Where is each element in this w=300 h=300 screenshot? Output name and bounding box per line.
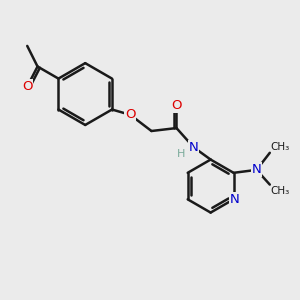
Text: O: O	[125, 108, 136, 121]
Text: CH₃: CH₃	[270, 142, 290, 152]
Text: O: O	[171, 99, 182, 112]
Text: N: N	[252, 164, 261, 176]
Text: N: N	[189, 141, 198, 154]
Text: N: N	[230, 194, 240, 206]
Text: CH₃: CH₃	[270, 186, 290, 196]
Text: O: O	[22, 80, 32, 93]
Text: H: H	[177, 149, 185, 159]
